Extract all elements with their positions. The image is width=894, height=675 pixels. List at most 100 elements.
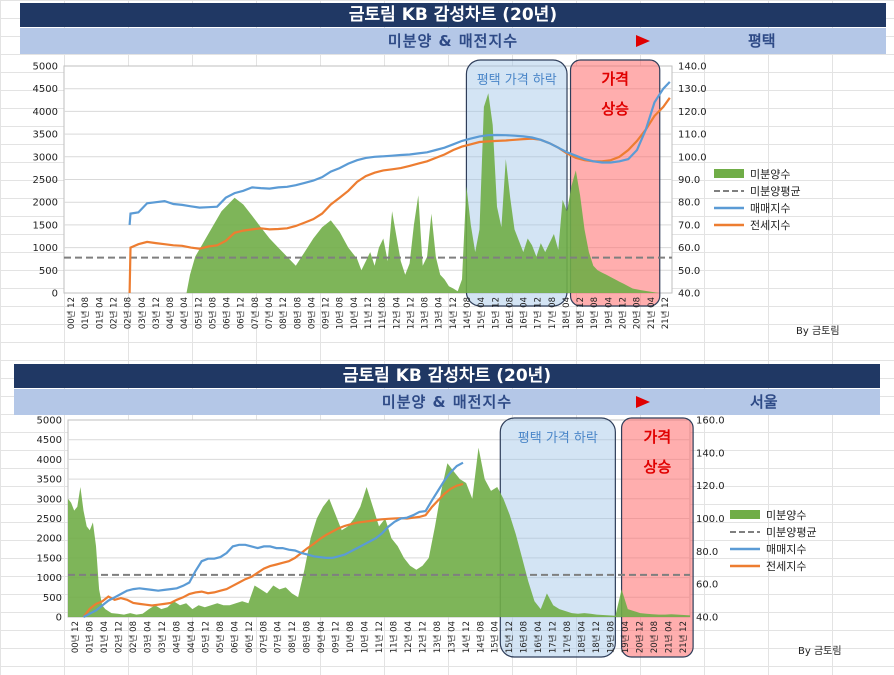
decline-label: 평택 가격 하락 (477, 73, 557, 88)
x-tick-label: 10년 04 (349, 297, 360, 329)
x-tick-label: 06년 12 (244, 621, 255, 653)
x-tick-label: 03년 04 (137, 297, 148, 329)
x-tick-label: 01년 08 (80, 297, 91, 329)
decline-label: 평택 가격 하락 (518, 431, 598, 446)
y-left-tick-label: 4500 (33, 84, 58, 95)
rise-label-line1: 가격 (601, 70, 629, 88)
x-tick-label: 21년 12 (678, 621, 689, 653)
x-tick-label: 07년 04 (264, 297, 275, 329)
x-tick-label: 12년 04 (391, 297, 402, 329)
rise-highlight-box (620, 417, 694, 658)
y-left-tick-label: 3000 (33, 152, 58, 163)
chart-panel-seoul: 금토림 KB 감성차트 (20년) 미분양 & 매전지수 서울 0 500 1000… (14, 360, 880, 670)
y-right-tick-label: 60.0 (696, 580, 718, 591)
x-tick-label: 16년 08 (519, 621, 530, 653)
x-tick-label: 10년 08 (335, 297, 346, 329)
x-tick-label: 06년 04 (222, 297, 233, 329)
legend-label: 미분양평균 (750, 185, 801, 198)
x-tick-label: 04년 04 (179, 297, 190, 329)
rise-label-line2: 상승 (644, 458, 672, 476)
x-tick-label: 13년 04 (446, 621, 457, 653)
y-right-tick-label: 130.0 (678, 84, 707, 95)
x-tick-label: 14년 12 (461, 621, 472, 653)
y-left-tick-label: 3500 (37, 475, 62, 486)
x-tick-label: 05년 08 (215, 621, 226, 653)
y-left-tick-label: 3000 (37, 494, 62, 505)
y-right-tick-label: 90.0 (678, 175, 700, 186)
x-tick-label: 05년 08 (208, 297, 219, 329)
x-tick-label: 08년 08 (292, 297, 303, 329)
x-tick-label: 21년 04 (663, 621, 674, 653)
x-tick-label: 06년 04 (229, 621, 240, 653)
x-tick-label: 13년 08 (432, 621, 443, 653)
y-right-tick-label: 100.0 (678, 152, 707, 163)
x-tick-label: 07년 08 (250, 297, 261, 329)
y-right-tick-label: 80.0 (696, 547, 718, 558)
x-tick-label: 07년 04 (273, 621, 284, 653)
x-tick-label: 02년 08 (123, 297, 134, 329)
unsold-area-series (68, 447, 690, 617)
x-tick-label: 02년 08 (128, 621, 139, 653)
red-arrow-icon (636, 35, 650, 47)
y-left-tick-label: 0 (52, 289, 58, 300)
x-tick-label: 12년 12 (405, 297, 416, 329)
x-tick-label: 14년 12 (448, 297, 459, 329)
legend-label: 매매지수 (766, 543, 806, 556)
y-left-tick-label: 5000 (33, 62, 58, 73)
x-tick-label: 17년 08 (562, 621, 573, 653)
x-tick-label: 20년 12 (634, 621, 645, 653)
x-tick-label: 15년 04 (490, 621, 501, 653)
x-tick-label: 21년 04 (646, 297, 657, 329)
x-tick-label: 10년 08 (345, 621, 356, 653)
x-tick-label: 02년 12 (114, 621, 125, 653)
y-right-tick-label: 50.0 (678, 266, 700, 277)
chart-subtitle: 미분양 & 매전지수 (381, 393, 513, 411)
y-right-tick-label: 120.0 (696, 481, 725, 492)
x-tick-label: 09년 04 (316, 621, 327, 653)
y-right-tick-label: 120.0 (678, 107, 707, 118)
region-label: 평택 (748, 32, 776, 50)
y-right-tick-label: 140.0 (696, 448, 725, 459)
x-tick-label: 19년 04 (603, 297, 614, 329)
x-tick-label: 08년 12 (287, 621, 298, 653)
x-tick-label: 07년 08 (258, 621, 269, 653)
y-right-tick-label: 40.0 (678, 289, 700, 300)
x-tick-label: 01년 04 (94, 297, 105, 329)
legend-label: 매매지수 (750, 202, 790, 215)
x-tick-label: 08년 08 (302, 621, 313, 653)
x-tick-label: 13년 04 (434, 297, 445, 329)
chart-subtitle: 미분양 & 매전지수 (387, 32, 519, 50)
x-tick-label: 01년 04 (99, 621, 110, 653)
rise-label-line1: 가격 (644, 428, 672, 446)
x-tick-label: 03년 12 (157, 621, 168, 653)
legend-label: 미분양수 (766, 509, 806, 522)
legend-label: 전세지수 (766, 560, 806, 573)
x-tick-label: 19년 04 (620, 621, 631, 653)
x-tick-label: 16년 04 (519, 297, 530, 329)
chart-title: 금토림 KB 감성차트 (20년) (14, 364, 880, 388)
x-tick-label: 05년 12 (193, 297, 204, 329)
x-tick-label: 15년 12 (504, 621, 515, 653)
x-tick-label: 11년 12 (374, 621, 385, 653)
x-tick-label: 17년 08 (547, 297, 558, 329)
chart-panel-pyeongtaek: 금토림 KB 감성차트 (20년) 미분양 & 매전지수 평택 0 500 1000… (20, 0, 886, 350)
x-tick-label: 02년 12 (109, 297, 120, 329)
x-tick-label: 19년 08 (605, 621, 616, 653)
x-tick-label: 12년 04 (403, 621, 414, 653)
x-tick-label: 15년 04 (476, 297, 487, 329)
x-tick-label: 04년 08 (165, 297, 176, 329)
x-tick-label: 09년 12 (321, 297, 332, 329)
x-tick-label: 16년 04 (533, 621, 544, 653)
chart-plot-seoul: 0 500 1000 1500 2000 2500 3000 3500 4000 4500 5000… (37, 416, 842, 658)
x-tick-label: 21년 12 (660, 297, 671, 329)
x-tick-label: 20년 08 (649, 621, 660, 653)
x-tick-label: 14년 08 (462, 297, 473, 329)
x-tick-label: 16년 08 (504, 297, 515, 329)
chart-plot-pyeongtaek: 0 500 1000 1500 2000 2500 3000 3500 4000 4500 5000… (33, 59, 840, 337)
y-left-tick-label: 2000 (33, 198, 58, 209)
legend-swatch (714, 169, 744, 178)
y-left-tick-label: 1000 (33, 243, 58, 254)
x-tick-label: 18년 12 (575, 297, 586, 329)
y-left-tick-label: 4000 (33, 107, 58, 118)
y-left-tick-label: 1500 (33, 220, 58, 231)
